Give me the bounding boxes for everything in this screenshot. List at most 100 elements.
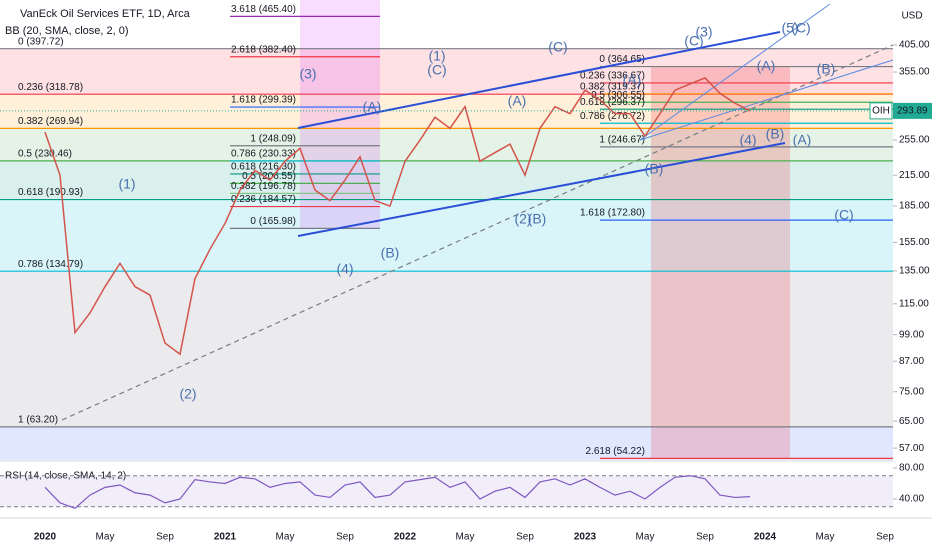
y-tick-label: 80.00 bbox=[899, 463, 924, 474]
wave-label: (A) bbox=[508, 93, 527, 109]
fib-label: 0.382 (319.37) bbox=[580, 81, 645, 92]
wave-label: (B) bbox=[528, 211, 547, 227]
x-tick-label: Sep bbox=[696, 532, 714, 543]
y-tick-label: 155.00 bbox=[899, 237, 930, 248]
fib-label: 0.5 (306.55) bbox=[591, 90, 645, 101]
y-tick-label: 115.00 bbox=[899, 298, 929, 309]
wave-label: (4) bbox=[739, 132, 756, 148]
channel-upper bbox=[297, 31, 781, 129]
wave-label: (B) bbox=[381, 245, 400, 261]
y-tick-label: 255.00 bbox=[899, 135, 930, 146]
fib-label: 0.618 (190.93) bbox=[18, 187, 83, 198]
wave-label: (1) bbox=[428, 48, 445, 64]
x-tick-label: May bbox=[96, 532, 115, 543]
y-tick-label: 87.00 bbox=[899, 356, 924, 367]
wave-label: (A) bbox=[793, 132, 812, 148]
last-price-box bbox=[893, 102, 932, 119]
x-tick-label: May bbox=[456, 532, 475, 543]
x-tick-label: 2021 bbox=[214, 532, 237, 543]
fib-label: 0.5 (206.55) bbox=[242, 171, 296, 182]
price-axis bbox=[893, 0, 932, 550]
fib-label: 0.236 (184.57) bbox=[231, 194, 296, 205]
fib-label: 0 (165.98) bbox=[250, 216, 296, 227]
wave-label: (B) bbox=[817, 61, 836, 77]
x-tick-label: Sep bbox=[876, 532, 894, 543]
wave-label: (A) bbox=[363, 99, 382, 115]
x-tick-label: Sep bbox=[156, 532, 174, 543]
last-price-tag bbox=[869, 102, 893, 120]
wave-label: (C) bbox=[791, 20, 810, 36]
x-tick-label: 2020 bbox=[34, 532, 57, 543]
trend-line bbox=[61, 44, 894, 421]
y-tick-label: 405.00 bbox=[899, 40, 930, 51]
fib-label: 1 (63.20) bbox=[18, 415, 58, 426]
x-tick-label: 2023 bbox=[574, 532, 597, 543]
fib-lines: 0 (397.72) 0.236 (318.78) 0.382 (269.94) 0.… bbox=[0, 4, 893, 460]
wave-label: (A) bbox=[623, 72, 642, 88]
fib-label: 2.618 (382.40) bbox=[231, 44, 296, 55]
y-tick-label: 355.00 bbox=[899, 67, 930, 78]
fib-label: 0 (364.65) bbox=[599, 54, 645, 65]
fib-label: 0.618 (296.37) bbox=[580, 97, 645, 108]
wave-label: (5) bbox=[781, 20, 798, 36]
fib-band bbox=[0, 271, 893, 427]
x-tick-label: May bbox=[816, 532, 835, 543]
fib-label: 3.618 (465.40) bbox=[231, 4, 296, 15]
fib-label: 0.5 (230.46) bbox=[18, 149, 72, 160]
wave-label: (2) bbox=[514, 211, 531, 227]
price-line bbox=[44, 77, 751, 356]
fib-label: 0.618 (216.30) bbox=[231, 162, 296, 173]
wave-label: (3) bbox=[695, 24, 712, 40]
y-tick-label: 215.00 bbox=[899, 170, 930, 181]
wave-label: (C) bbox=[427, 62, 446, 78]
y-tick-label: 185.00 bbox=[899, 201, 930, 212]
wave-label: (A) bbox=[757, 58, 776, 74]
fib-band bbox=[0, 48, 893, 95]
wave-label: (1) bbox=[118, 176, 135, 192]
fib-label: 0.382 (196.78) bbox=[231, 181, 296, 192]
fib-label: 0 (397.72) bbox=[18, 36, 64, 47]
x-tick-label: 2024 bbox=[754, 532, 777, 543]
x-tick-label: May bbox=[276, 532, 295, 543]
fib-label: 0.786 (276.72) bbox=[580, 111, 645, 122]
y-tick-label: 75.00 bbox=[899, 386, 924, 397]
x-tick-label: Sep bbox=[336, 532, 354, 543]
fib-label: 0.236 (318.78) bbox=[18, 82, 83, 93]
wave-label: (C) bbox=[548, 39, 567, 55]
fib-band bbox=[0, 128, 893, 161]
indicator-label: BB (20, SMA, close, 2, 0) bbox=[5, 25, 129, 37]
x-tick-label: May bbox=[636, 532, 655, 543]
rsi-band bbox=[0, 475, 893, 507]
last-price-value: 293.89 bbox=[897, 106, 928, 117]
fib-label: 1 (246.67) bbox=[599, 135, 645, 146]
x-tick-label: 2022 bbox=[394, 532, 417, 543]
fib-label: 2.618 (54.22) bbox=[586, 446, 646, 457]
fib-label: 0.236 (336.67) bbox=[580, 71, 645, 82]
fib-label: 1.618 (299.39) bbox=[231, 95, 296, 106]
y-tick-label: 135.00 bbox=[899, 265, 930, 276]
fib-band bbox=[0, 426, 893, 460]
fan-line bbox=[639, 59, 894, 141]
wave-label: (2) bbox=[179, 386, 196, 402]
currency: USD bbox=[901, 11, 922, 22]
fib-label: 0.786 (134.79) bbox=[18, 259, 83, 270]
chart-title: VanEck Oil Services ETF, 1D, Arca bbox=[20, 8, 191, 20]
y-tick-label: 40.00 bbox=[899, 494, 924, 505]
fib-label: 1 (248.09) bbox=[250, 133, 296, 144]
y-tick-label: 65.00 bbox=[899, 416, 924, 427]
fib-band bbox=[0, 199, 893, 272]
rsi-line bbox=[44, 475, 751, 509]
y-tick-label: 57.00 bbox=[899, 443, 924, 454]
wave-label: (B) bbox=[766, 126, 785, 142]
fib-label: 0.382 (269.94) bbox=[18, 116, 83, 127]
wave-label: (C) bbox=[834, 207, 853, 223]
fib-label: 1.618 (172.80) bbox=[580, 208, 645, 219]
fan-line bbox=[639, 3, 831, 141]
channel-lower bbox=[297, 142, 786, 237]
wave-label: (B) bbox=[645, 161, 664, 177]
y-tick-label: 99.00 bbox=[899, 329, 924, 340]
fib-bands bbox=[0, 0, 893, 460]
price-layer bbox=[44, 77, 751, 356]
fib-label: 0.786 (230.33) bbox=[231, 149, 296, 160]
